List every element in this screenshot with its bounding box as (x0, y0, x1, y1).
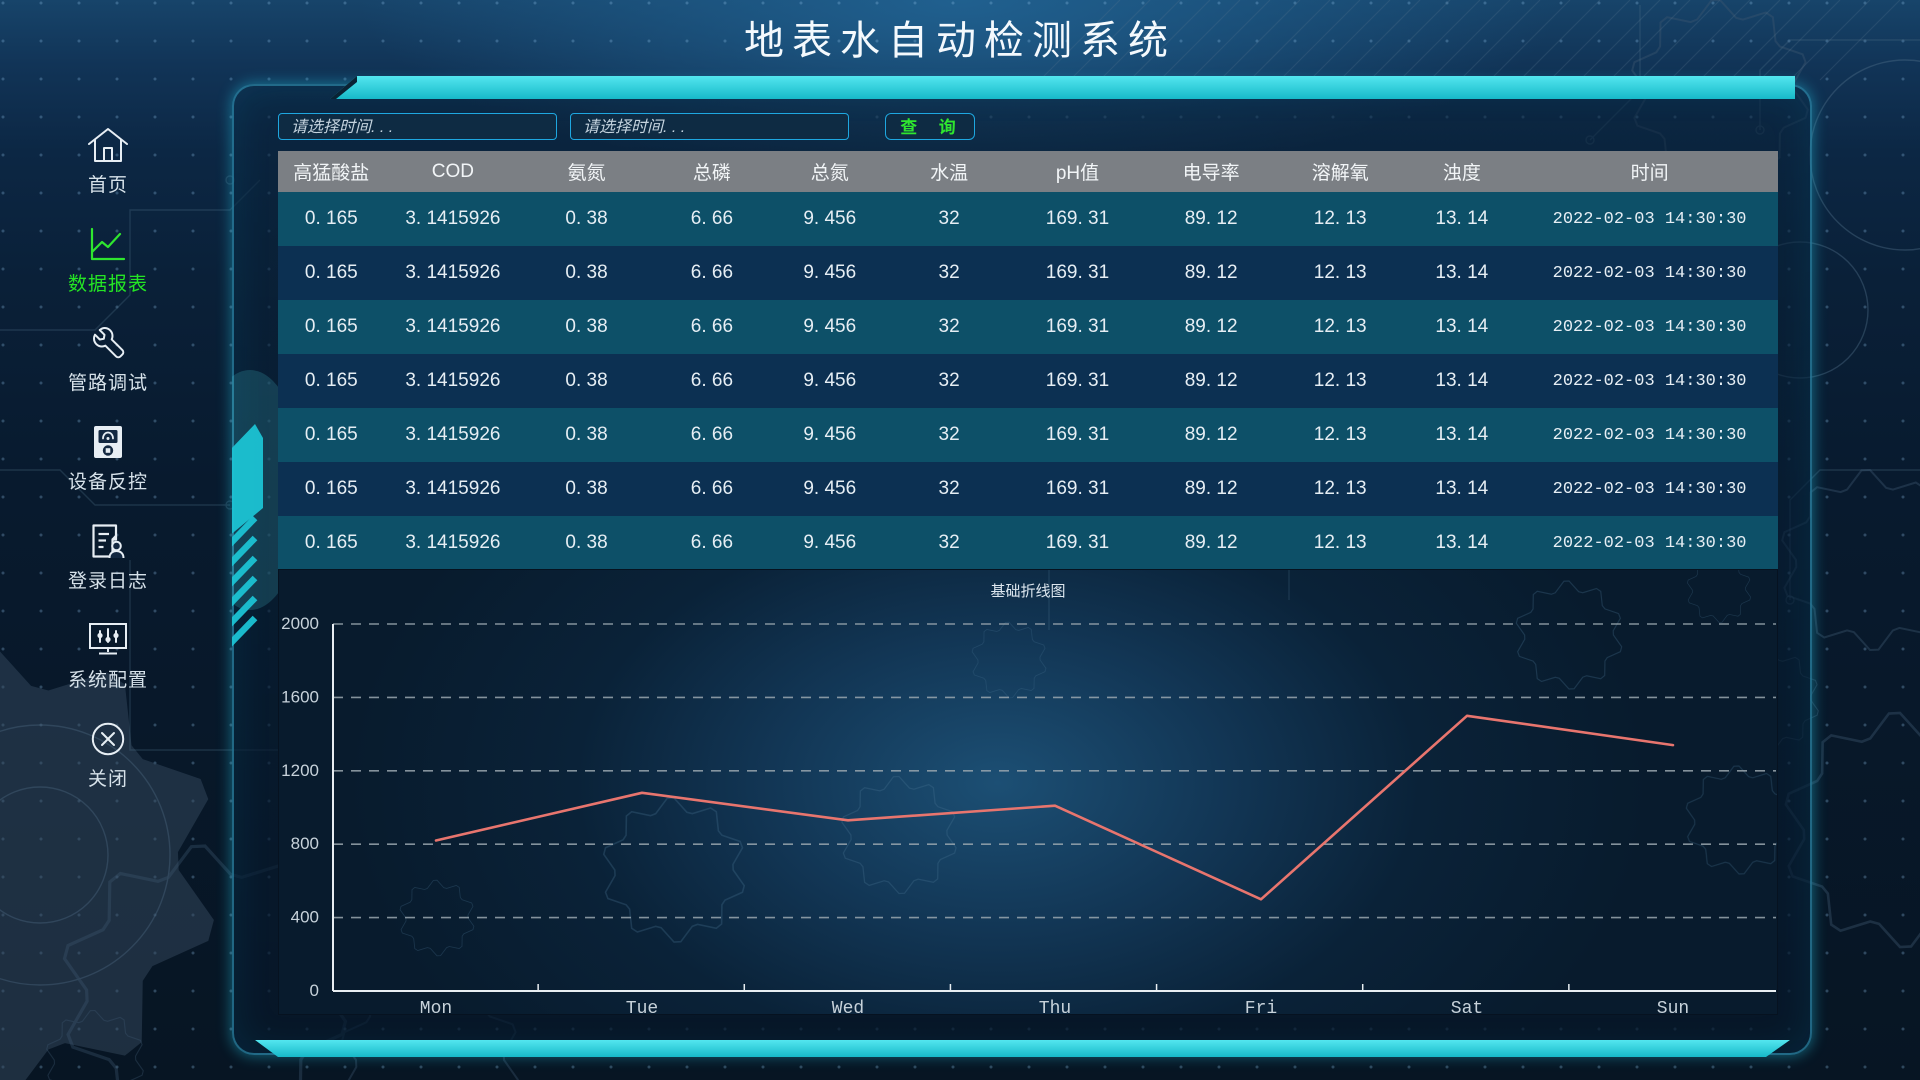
svg-text:2000: 2000 (281, 614, 319, 633)
svg-text:Sun: Sun (1657, 999, 1689, 1015)
svg-text:800: 800 (291, 834, 319, 853)
svg-text:1600: 1600 (281, 687, 319, 706)
svg-text:Wed: Wed (832, 999, 864, 1015)
svg-text:0: 0 (310, 981, 319, 1000)
svg-text:1200: 1200 (281, 761, 319, 780)
svg-text:Tue: Tue (626, 999, 658, 1015)
svg-text:Thu: Thu (1039, 999, 1071, 1015)
svg-text:400: 400 (291, 908, 319, 927)
svg-text:Sat: Sat (1451, 999, 1483, 1015)
svg-text:Mon: Mon (420, 999, 452, 1015)
svg-text:Fri: Fri (1245, 999, 1277, 1015)
